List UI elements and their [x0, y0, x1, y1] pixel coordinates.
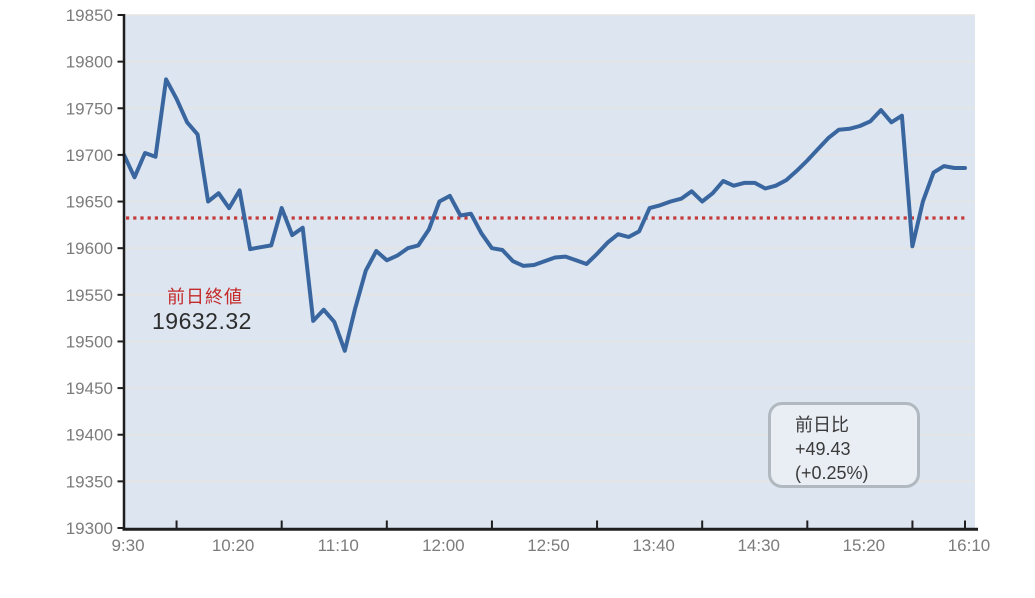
x-axis-tick-label: 12:50: [527, 536, 570, 555]
x-axis-tick-label: 14:30: [737, 536, 780, 555]
x-axis-tick-label: 11:10: [318, 536, 359, 555]
x-axis-tick-label: 16:10: [948, 536, 991, 555]
x-axis-tick-label: 13:40: [632, 536, 675, 555]
y-axis-tick-label: 19850: [66, 6, 113, 25]
x-axis-tick-label: 12:00: [422, 536, 465, 555]
y-axis-tick-label: 19750: [66, 99, 113, 118]
y-axis-tick-label: 19350: [66, 472, 113, 491]
y-axis-tick-label: 19600: [66, 239, 113, 258]
y-axis-tick-label: 19300: [66, 519, 113, 538]
x-axis-tick-label: 9:30: [111, 536, 144, 555]
x-axis-tick-label: 15:20: [843, 536, 886, 555]
change-box-value: +49.43: [795, 439, 851, 459]
change-box: 前日比 +49.43 (+0.25%): [768, 402, 920, 488]
prev-close-value: 19632.32: [152, 308, 252, 334]
y-axis-tick-label: 19650: [66, 193, 113, 212]
y-axis-tick-label: 19700: [66, 146, 113, 165]
y-axis-tick-label: 19550: [66, 286, 113, 305]
price-line: [122, 77, 967, 353]
y-axis-tick-label: 19450: [66, 379, 113, 398]
y-axis-tick-label: 19800: [66, 53, 113, 72]
change-box-title: 前日比: [795, 415, 849, 435]
y-axis-tick-label: 19400: [66, 426, 113, 445]
x-axis-tick-label: 10:20: [212, 536, 255, 555]
prev-close-label: 前日終値: [167, 287, 243, 307]
change-box-percent: (+0.25%): [795, 463, 869, 483]
y-axis-tick-label: 19500: [66, 332, 113, 351]
